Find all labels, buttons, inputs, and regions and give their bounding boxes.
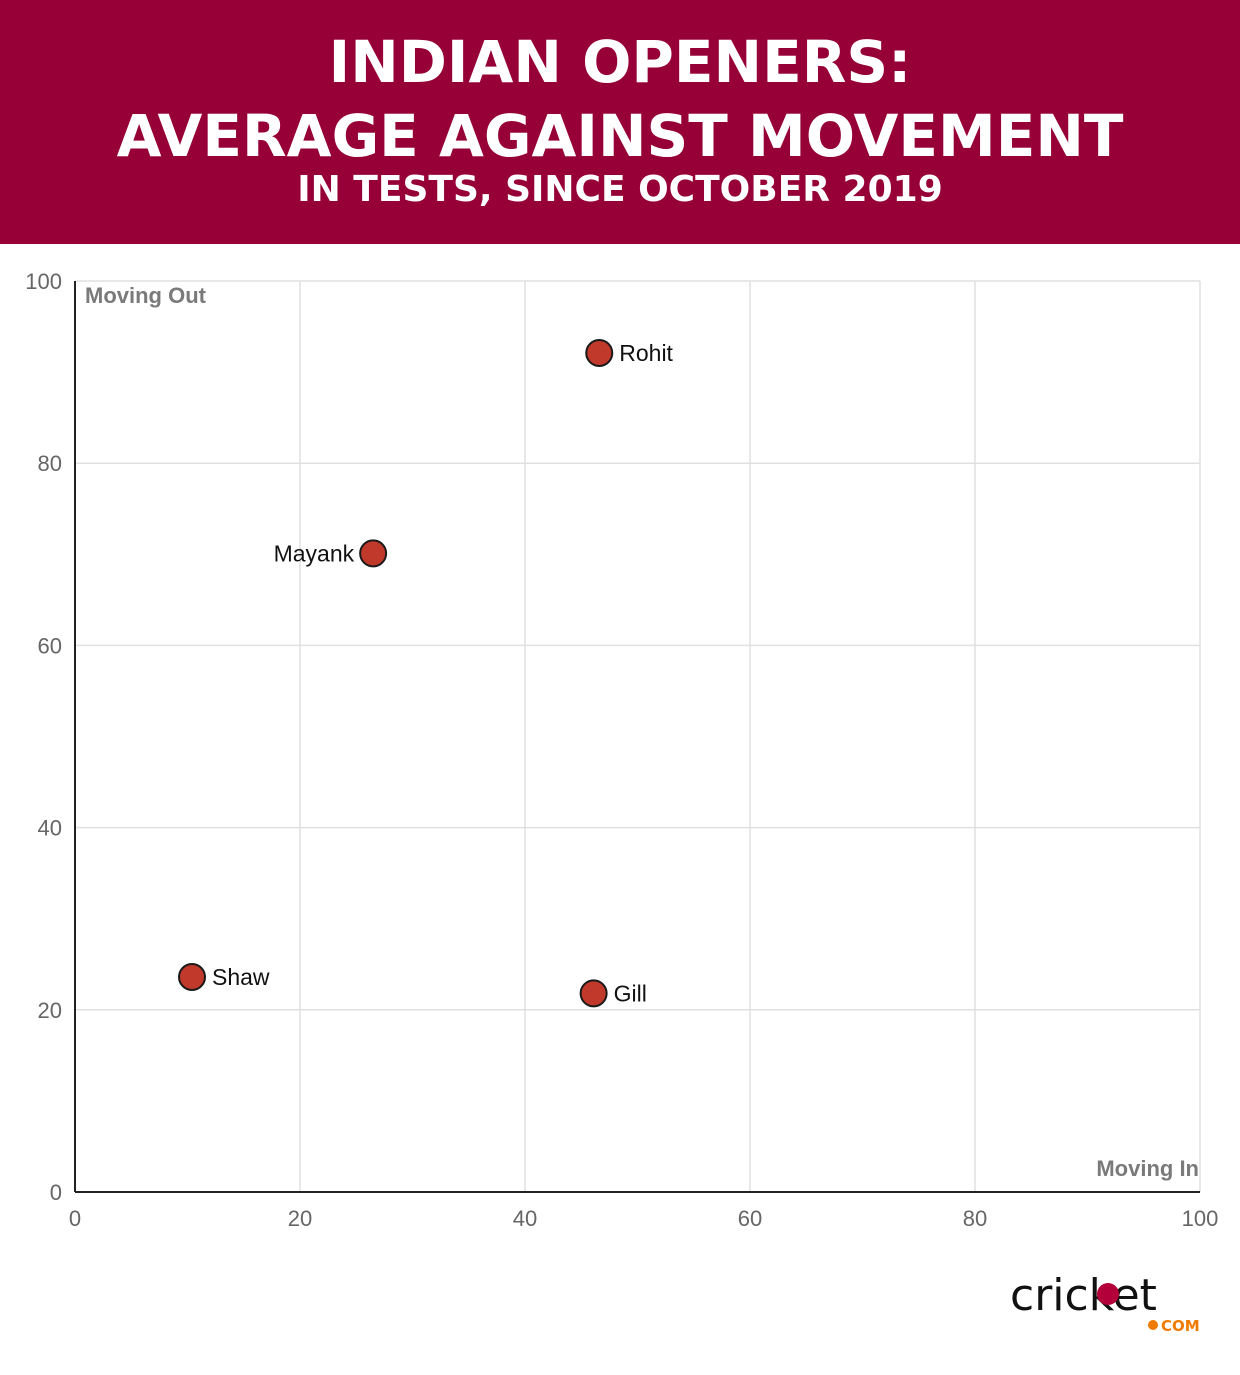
y-tick-label: 100 xyxy=(25,269,62,294)
chart-subtitle: IN TESTS, SINCE OCTOBER 2019 xyxy=(297,169,943,210)
x-tick-label: 40 xyxy=(513,1206,537,1231)
logo-dot-icon xyxy=(1148,1320,1158,1330)
y-tick-label: 20 xyxy=(38,998,62,1023)
x-tick-label: 20 xyxy=(288,1206,312,1231)
data-label-rohit: Rohit xyxy=(619,340,673,366)
data-label-gill: Gill xyxy=(614,980,647,1006)
x-tick-label: 80 xyxy=(963,1206,987,1231)
data-point-mayank xyxy=(359,539,388,568)
data-label-mayank: Mayank xyxy=(274,540,355,566)
y-axis-title: Moving Out xyxy=(85,283,207,308)
chart-ticks: 0 20 40 60 80 100 0 20 40 60 80 100 xyxy=(25,269,1218,1231)
data-point-gill xyxy=(579,979,608,1008)
chart-grid xyxy=(75,280,1201,1192)
chart-points: Rohit Mayank Shaw Gill xyxy=(178,338,674,1008)
y-tick-label: 40 xyxy=(38,816,62,841)
data-point-shaw xyxy=(178,963,206,992)
header-banner: INDIAN OPENERS: AVERAGE AGAINST MOVEMENT… xyxy=(0,0,1240,244)
x-tick-label: 0 xyxy=(69,1206,81,1231)
chart-title-line-2: AVERAGE AGAINST MOVEMENT xyxy=(116,102,1124,170)
y-tick-label: 80 xyxy=(38,451,62,476)
cricket-com-logo: cricket COM xyxy=(1000,1270,1210,1340)
x-tick-label: 60 xyxy=(738,1206,762,1231)
y-tick-label: 60 xyxy=(38,633,62,658)
data-point-rohit xyxy=(585,338,614,367)
x-axis-title: Moving In xyxy=(1096,1156,1199,1181)
logo-ball-icon xyxy=(1097,1283,1119,1305)
logo-suffix: COM xyxy=(1161,1317,1200,1335)
x-tick-label: 100 xyxy=(1182,1206,1219,1231)
chart-title-line-1: INDIAN OPENERS: xyxy=(328,28,912,96)
data-label-shaw: Shaw xyxy=(212,964,270,990)
logo-wordmark: cricket xyxy=(1010,1270,1157,1321)
y-tick-label: 0 xyxy=(50,1180,62,1205)
chart-axes xyxy=(74,281,1200,1193)
